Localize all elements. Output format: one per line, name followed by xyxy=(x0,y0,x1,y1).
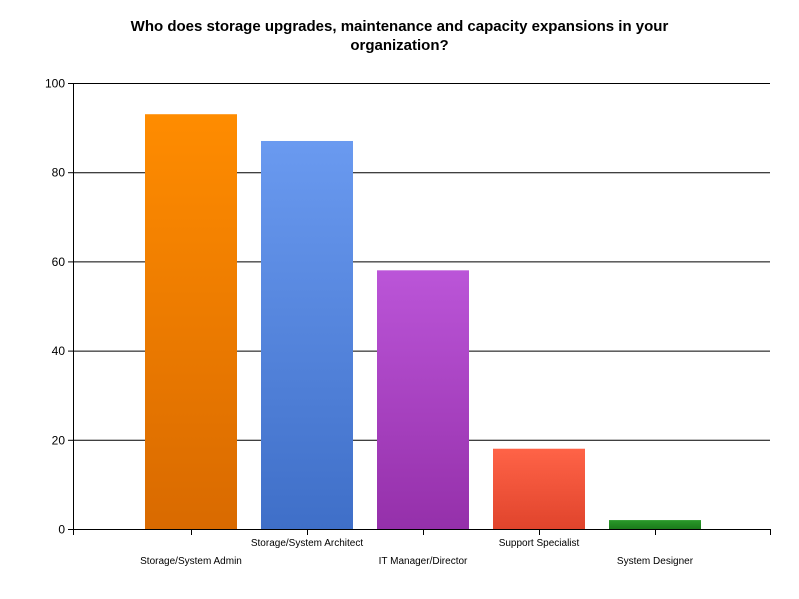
bar xyxy=(377,270,469,529)
bar xyxy=(145,114,237,529)
chart-title-line-1: Who does storage upgrades, maintenance a… xyxy=(130,18,669,35)
x-category-label: Storage/System Admin xyxy=(140,556,242,567)
chart-title-line-2: organization? xyxy=(350,37,449,54)
bar xyxy=(493,448,585,529)
x-category-label: Support Specialist xyxy=(499,538,580,549)
y-tick-label: 40 xyxy=(52,344,66,358)
bar xyxy=(609,520,701,529)
y-tick-label: 0 xyxy=(58,523,65,537)
x-category-label: System Designer xyxy=(617,556,694,567)
y-tick-label: 60 xyxy=(52,255,66,269)
bar xyxy=(261,140,353,530)
y-tick-label: 20 xyxy=(52,433,66,447)
x-category-label: IT Manager/Director xyxy=(379,556,468,567)
chart-title: Who does storage upgrades, maintenance a… xyxy=(0,17,799,55)
y-tick-label: 80 xyxy=(52,166,66,180)
y-tick-label: 100 xyxy=(45,77,65,91)
x-category-label: Storage/System Architect xyxy=(251,538,363,549)
